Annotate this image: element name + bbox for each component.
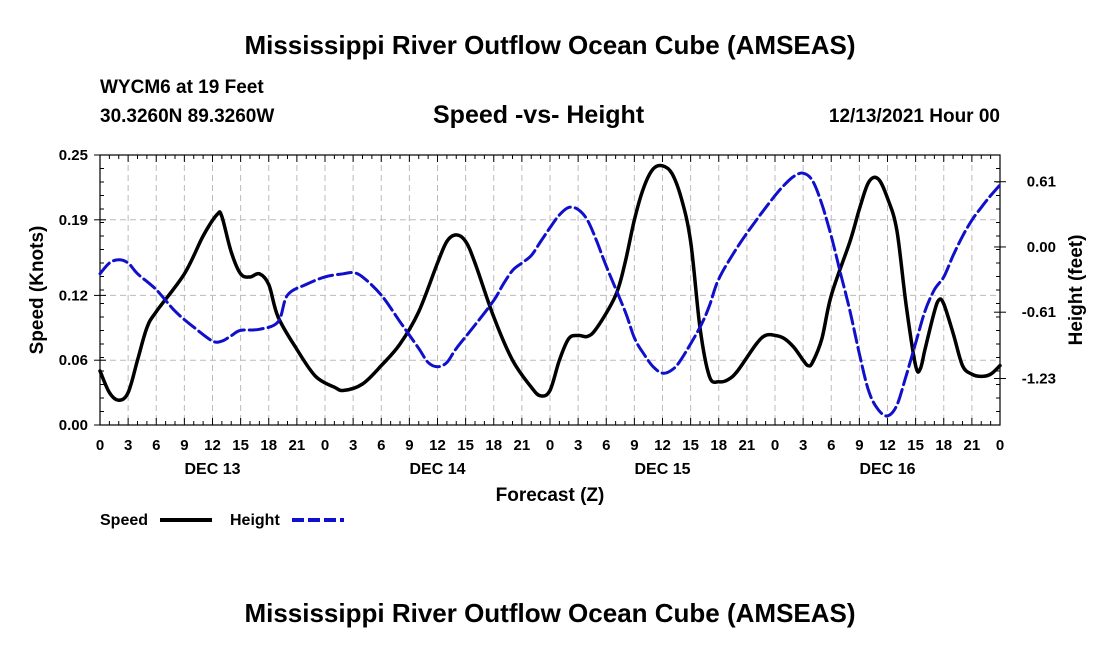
station-label: WYCM6 at 19 Feet (100, 77, 264, 98)
x-tick-label: 0 (996, 437, 1004, 454)
x-tick-label: 0 (321, 437, 329, 454)
x-tick-label: 3 (124, 437, 132, 454)
coordinates-label: 30.3260N 89.3260W (100, 106, 275, 127)
legend: Speed Height (100, 512, 344, 529)
right-tick-label: 0.00 (1027, 239, 1056, 256)
right-axis-ticks: 0.61 0.00 -0.61 -1.23 (994, 174, 1056, 387)
x-tick-label: 0 (771, 437, 779, 454)
x-tick-label: 21 (289, 437, 306, 454)
x-tick-label: 21 (739, 437, 756, 454)
x-tick-label: 3 (574, 437, 582, 454)
legend-speed-label: Speed (100, 512, 148, 529)
x-axis-title: Forecast (Z) (496, 485, 605, 506)
x-axis-day-labels: DEC 13 DEC 14 DEC 15 DEC 16 (184, 461, 915, 478)
left-tick-label: 0.06 (59, 352, 88, 369)
x-tick-label: 3 (349, 437, 357, 454)
x-tick-label: 15 (457, 437, 474, 454)
x-tick-label: 21 (514, 437, 531, 454)
right-tick-label: -0.61 (1022, 304, 1056, 321)
right-tick-label: -1.23 (1022, 370, 1056, 387)
x-tick-label: 0 (96, 437, 104, 454)
x-tick-label: 18 (935, 437, 952, 454)
left-tick-label: 0.19 (59, 212, 88, 229)
series-layer (98, 163, 1002, 418)
x-tick-label: 9 (630, 437, 638, 454)
x-tick-label: 9 (180, 437, 188, 454)
x-tick-label: 15 (682, 437, 699, 454)
x-tick-label: 15 (232, 437, 249, 454)
x-tick-label: 0 (546, 437, 554, 454)
right-tick-label: 0.61 (1027, 174, 1056, 191)
speed-series-line (98, 163, 1002, 402)
x-tick-label: 3 (799, 437, 807, 454)
repeated-chart-title: Mississippi River Outflow Ocean Cube (AM… (244, 598, 856, 628)
forecast-datetime: 12/13/2021 Hour 00 (828, 106, 1000, 127)
x-tick-label: 12 (429, 437, 446, 454)
day-label: DEC 15 (634, 461, 690, 478)
x-tick-label: 12 (204, 437, 221, 454)
x-axis-ticks: 0 3 6 9 12 15 18 21 0 3 6 9 12 15 18 21 0 3 6 9 12 15 18 21 0 3 6 9… (96, 155, 1004, 454)
x-tick-label: 6 (602, 437, 610, 454)
left-tick-label: 0.00 (59, 417, 88, 434)
legend-height-label: Height (230, 512, 280, 529)
x-tick-label: 9 (855, 437, 863, 454)
day-label: DEC 16 (859, 461, 915, 478)
x-tick-label: 15 (907, 437, 924, 454)
left-axis-title: Speed (Knots) (27, 226, 48, 355)
right-axis-title: Height (feet) (1066, 235, 1087, 346)
x-tick-label: 6 (152, 437, 160, 454)
x-tick-label: 6 (827, 437, 835, 454)
chart-title: Mississippi River Outflow Ocean Cube (AM… (244, 30, 856, 60)
left-tick-label: 0.25 (59, 147, 88, 164)
minor-ticks (100, 155, 1000, 425)
day-label: DEC 13 (184, 461, 240, 478)
height-series-line (98, 171, 1002, 418)
chart-subtitle: Speed -vs- Height (433, 101, 645, 129)
x-tick-label: 12 (654, 437, 671, 454)
x-tick-label: 18 (710, 437, 727, 454)
x-tick-label: 18 (485, 437, 502, 454)
x-tick-label: 6 (377, 437, 385, 454)
left-axis-ticks: 0.00 0.06 0.12 0.19 0.25 (59, 147, 106, 434)
x-tick-label: 21 (964, 437, 981, 454)
day-label: DEC 14 (409, 461, 465, 478)
x-tick-label: 18 (260, 437, 277, 454)
left-tick-label: 0.12 (59, 287, 88, 304)
x-tick-label: 12 (879, 437, 896, 454)
grid-lines (100, 155, 1000, 425)
x-tick-label: 9 (405, 437, 413, 454)
